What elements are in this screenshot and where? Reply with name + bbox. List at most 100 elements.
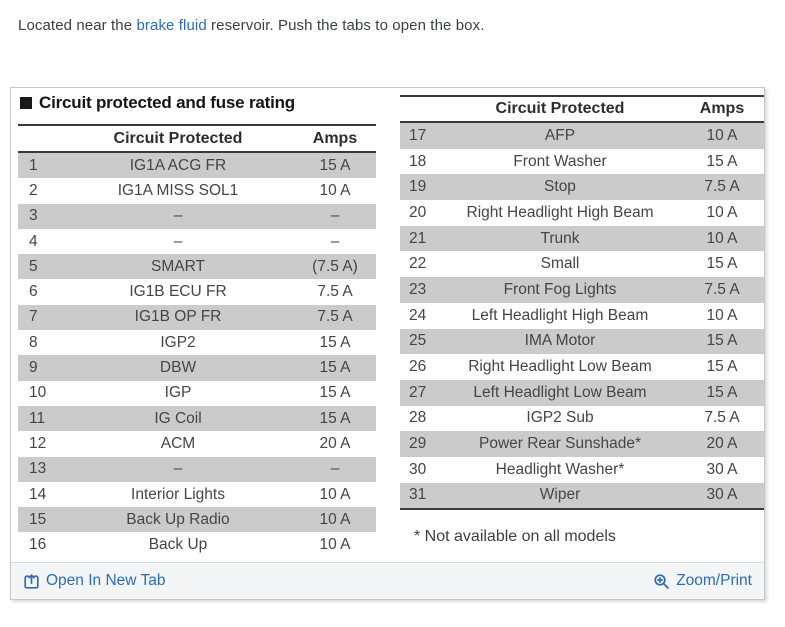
amp-rating: 10 A: [706, 306, 738, 324]
circuit-name: Interior Lights: [131, 485, 225, 503]
table-row: 8 IGP2 15 A: [18, 330, 376, 355]
table-row: 2 IG1A MISS SOL1 10 A: [18, 178, 376, 203]
table-row: 20 Right Headlight High Beam 10 A: [400, 200, 764, 226]
table-row: 6 IG1B ECU FR 7.5 A: [18, 279, 376, 304]
amp-rating: 10 A: [706, 229, 738, 247]
table-header-rule: [18, 151, 376, 153]
table-row: 24 Left Headlight High Beam 10 A: [400, 303, 764, 329]
fuse-number: 5: [29, 257, 38, 275]
table-row: 7 IG1B OP FR 7.5 A: [18, 304, 376, 331]
fuse-number: 18: [409, 152, 427, 170]
fuse-number: 23: [409, 280, 427, 298]
circuit-name: IG1A ACG FR: [129, 156, 227, 174]
fuse-number: 4: [29, 232, 38, 250]
fuse-number: 3: [29, 207, 38, 225]
circuit-name: IG1B OP FR: [134, 308, 222, 326]
amp-rating: (7.5 A): [312, 257, 358, 275]
fuse-number: 11: [29, 409, 46, 427]
table-row: 22 Small 15 A: [400, 251, 764, 277]
amp-rating: 15 A: [706, 255, 738, 273]
circuit-name: Stop: [544, 178, 576, 196]
zoom-print-link[interactable]: Zoom/Print: [653, 572, 752, 590]
amp-rating: 15 A: [319, 409, 351, 427]
table-row: 11 IG Coil 15 A: [18, 405, 376, 432]
circuit-name: IG Coil: [154, 409, 202, 427]
open-in-new-tab-link[interactable]: Open In New Tab: [23, 572, 165, 590]
amp-rating: 10 A: [706, 203, 738, 221]
amp-rating: 10 A: [319, 181, 351, 199]
amp-rating: 15 A: [706, 332, 738, 350]
circuit-name: IG1A MISS SOL1: [117, 181, 239, 199]
fuse-number: 13: [29, 460, 47, 478]
fuse-number: 30: [409, 460, 427, 478]
circuit-name: Back Up Radio: [126, 510, 230, 528]
amp-rating: –: [330, 232, 340, 250]
circuit-name: Right Headlight Low Beam: [468, 358, 652, 376]
fuse-number: 21: [409, 229, 427, 247]
amp-rating: 15 A: [706, 358, 738, 376]
table-row: 25 IMA Motor 15 A: [400, 328, 764, 355]
circuit-name: Power Rear Sunshade*: [479, 435, 641, 453]
panel-title: Circuit protected and fuse rating: [20, 93, 295, 113]
amp-rating: –: [330, 207, 340, 225]
circuit-protected-header: Circuit Protected: [495, 100, 625, 117]
table-row: 3 – –: [18, 203, 376, 229]
amps-header: Amps: [699, 100, 745, 117]
fuse-number: 20: [409, 203, 427, 221]
circuit-name: DBW: [159, 359, 197, 377]
amp-rating: –: [330, 460, 340, 478]
fuse-number: 17: [409, 126, 427, 144]
amp-rating: 30 A: [706, 460, 738, 478]
fuse-number: 6: [29, 283, 38, 301]
table-row: 23 Front Fog Lights 7.5 A: [400, 277, 764, 303]
amp-rating: 7.5 A: [317, 308, 353, 326]
circuit-name: Small: [540, 255, 580, 273]
table-row: 9 DBW 15 A: [18, 355, 376, 381]
amp-rating: 7.5 A: [704, 280, 740, 298]
table-row: 19 Stop 7.5 A: [400, 174, 764, 201]
table-header-rule: [400, 121, 764, 123]
amp-rating: 20 A: [319, 434, 351, 452]
fuse-number: 8: [29, 333, 38, 351]
circuit-name: Wiper: [539, 486, 581, 504]
table-row: 5 SMART (7.5 A): [18, 254, 376, 280]
fuse-number: 22: [409, 255, 427, 273]
fuse-number: 7: [29, 308, 38, 326]
fuse-number: 10: [29, 384, 47, 402]
brake-fluid-link[interactable]: brake fluid: [136, 17, 207, 34]
fuse-number: 24: [409, 306, 427, 324]
circuit-name: IG1B ECU FR: [129, 283, 227, 301]
circuit-name: Right Headlight High Beam: [466, 203, 654, 221]
fuse-number: 28: [409, 409, 427, 427]
fuse-number: 19: [409, 178, 427, 196]
circuit-name: Left Headlight Low Beam: [473, 383, 647, 401]
table-row: 29 Power Rear Sunshade* 20 A: [400, 431, 764, 457]
fuse-table-right: Circuit Protected Amps 17 AFP 10 A 18 Front …: [400, 95, 764, 511]
fuse-rating-panel: Circuit protected and fuse rating Circui…: [10, 87, 765, 600]
intro-prefix: Located near the: [18, 17, 137, 34]
circuit-name: IGP2 Sub: [526, 409, 594, 427]
fuse-number: 27: [409, 383, 427, 401]
circuit-name: Headlight Washer*: [495, 460, 625, 478]
table-row: 31 Wiper 30 A: [400, 482, 764, 509]
circuit-name: Back Up: [148, 536, 208, 554]
table-row: 15 Back Up Radio 10 A: [18, 507, 376, 533]
fuse-number: 31: [409, 486, 427, 504]
table-row: 21 Trunk 10 A: [400, 225, 764, 252]
circuit-name: IMA Motor: [524, 332, 596, 350]
fuse-number: 14: [29, 485, 47, 503]
fuse-number: 12: [29, 434, 47, 452]
fuse-number: 15: [29, 510, 47, 528]
table-row: 1 IG1A ACG FR 15 A: [18, 153, 376, 179]
amps-header: Amps: [312, 129, 358, 147]
fuse-number: 29: [409, 435, 427, 453]
amp-rating: 7.5 A: [704, 409, 740, 427]
table-top-rule: [18, 124, 376, 126]
table-row: 17 AFP 10 A: [400, 123, 764, 149]
amp-rating: 7.5 A: [704, 178, 740, 196]
table-row: 14 Interior Lights 10 A: [18, 482, 376, 507]
amp-rating: 10 A: [319, 510, 351, 528]
circuit-name: Trunk: [540, 229, 580, 247]
circuit-name: –: [173, 207, 183, 225]
table-row: 13 – –: [18, 456, 376, 482]
